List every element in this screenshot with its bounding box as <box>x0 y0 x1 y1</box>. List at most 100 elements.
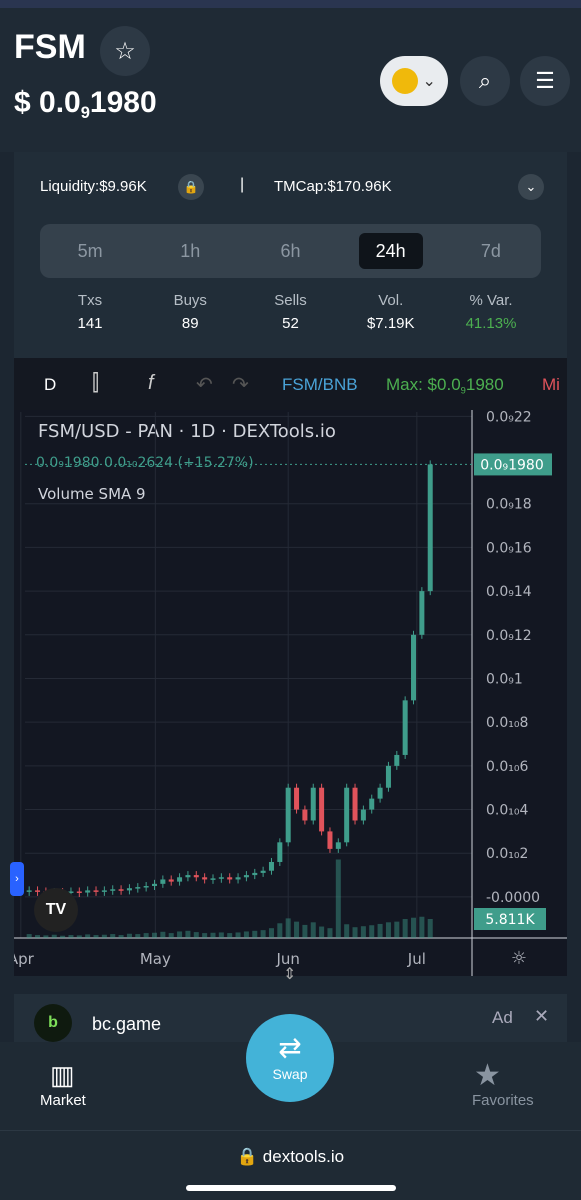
volume-bar <box>277 923 283 938</box>
volume-bar <box>26 934 32 938</box>
nav-swap: Swap <box>272 1066 308 1082</box>
candle <box>360 809 366 821</box>
chart-toolbar: D ⫿ f ↶ ↷ FSM/BNB Max: $0.091980 Mi <box>14 358 567 410</box>
candle <box>319 787 325 832</box>
candle-icon[interactable]: ⫿ <box>92 370 100 395</box>
candle <box>227 877 233 880</box>
x-tick-label: Apr <box>14 950 35 968</box>
settings-icon: ☼ <box>511 948 527 969</box>
tab[interactable]: 24h <box>358 233 423 269</box>
volume-bar <box>101 934 107 938</box>
swap-button[interactable]: ⇄ Swap <box>246 1014 334 1102</box>
volume-bar <box>43 935 49 938</box>
y-tick-label: 0.0₉16 <box>486 540 532 556</box>
chart: FSM/USD - PAN · 1D · DEXTools.io 0.0₉198… <box>14 410 567 976</box>
search-button[interactable]: ⌕ <box>460 56 510 106</box>
candle <box>294 787 300 810</box>
candle <box>327 831 333 849</box>
candle <box>193 875 199 878</box>
volume-bar <box>60 935 66 938</box>
x-tick-label: May <box>140 950 171 968</box>
url-bar: 🔒 dextools.io <box>0 1130 581 1200</box>
header: FSM ☆ $ 0.091980 ⌄ ⌕ ☰ <box>0 0 581 152</box>
candle <box>310 787 316 821</box>
ad-tag: Ad <box>492 1008 513 1027</box>
volume-bar <box>344 924 350 938</box>
candle <box>151 883 158 887</box>
volume-bar <box>394 921 400 938</box>
max-digits: 1980 <box>465 375 504 394</box>
metric-value: 41.13% <box>465 315 517 332</box>
symbol: FSM <box>14 28 86 66</box>
volume-bar <box>411 917 417 938</box>
metric: Vol. $7.19K <box>341 292 441 332</box>
interval[interactable]: D <box>44 375 57 394</box>
volume-bar <box>135 934 141 938</box>
y-tick-label: 0.0₁₀6 <box>486 759 528 775</box>
volume-bar <box>218 932 224 938</box>
candle <box>427 464 433 592</box>
volume-bar <box>51 934 57 938</box>
ad-name[interactable]: bc.game <box>92 1014 162 1034</box>
expand-button[interactable]: ⌄ <box>518 174 544 200</box>
liquidity: Liquidity:$9.96K <box>40 178 147 195</box>
x-tick-label: Jul <box>407 950 426 968</box>
volume-bar <box>151 932 158 938</box>
candle <box>352 787 358 821</box>
candle <box>419 591 425 635</box>
metric-label: Vol. <box>378 292 404 309</box>
ad-close[interactable]: ✕ <box>534 1006 550 1026</box>
max-sub: 9 <box>460 385 466 396</box>
candle <box>335 842 341 849</box>
metrics: Txs 141 Buys 89 Sells 52 Vol. $7.19K % Var. 41.13… <box>40 292 541 332</box>
candle <box>101 890 107 892</box>
tab[interactable]: 6h <box>280 240 301 261</box>
resize-handle[interactable]: ⇕ <box>283 966 297 983</box>
chart-subtitle: 0.0₉1980 0.0₁₀2624 (+15.27%) <box>36 455 254 471</box>
volume-bar <box>168 933 174 938</box>
candle <box>168 879 174 882</box>
tab[interactable]: 1h <box>180 240 201 261</box>
volume-tag-label: 5.811K <box>485 912 535 928</box>
divider: | <box>240 176 245 193</box>
metric-label: Sells <box>274 292 307 309</box>
side-handle[interactable]: › <box>10 862 24 896</box>
volume-bar <box>68 935 74 938</box>
y-tick-label: 0.0₉14 <box>486 584 532 600</box>
favorite-button[interactable]: ☆ <box>100 26 150 76</box>
tab[interactable]: 5m <box>77 240 103 261</box>
metric-label: Txs <box>77 292 103 309</box>
liquidity-value: $9.96K <box>99 178 147 195</box>
candle <box>243 875 249 878</box>
chain-selector[interactable]: ⌄ <box>380 56 448 106</box>
undo[interactable]: ↶ <box>196 374 213 396</box>
redo[interactable]: ↷ <box>232 374 249 396</box>
volume-bar <box>202 933 208 938</box>
home-indicator <box>186 1185 396 1191</box>
y-tick-label: 0.0₉18 <box>486 497 532 513</box>
volume-bar <box>193 932 199 938</box>
menu-button[interactable]: ☰ <box>520 56 570 106</box>
pair[interactable]: FSM/BNB <box>282 375 358 394</box>
candle <box>143 886 149 888</box>
volume-bar <box>377 923 383 938</box>
max-price: Max: $0.091980 <box>386 375 504 395</box>
volume-bar <box>35 935 41 938</box>
x-tick-label: Jun <box>275 950 299 968</box>
candle <box>252 872 258 876</box>
candle <box>377 787 383 799</box>
indicator-button[interactable]: f <box>148 372 154 394</box>
candle <box>385 765 391 788</box>
candle <box>85 890 91 893</box>
volume-bar <box>427 918 433 938</box>
volume-bar <box>76 935 82 938</box>
nav-favorites[interactable]: Favorites <box>472 1092 534 1109</box>
candle <box>402 700 408 755</box>
tmcap: TMCap:$170.96K <box>274 178 392 195</box>
y-tick-label: 0.0₁₀2 <box>486 846 528 862</box>
nav-market[interactable]: Market <box>40 1092 86 1109</box>
y-tick-label: 0.0₁₀4 <box>486 803 528 819</box>
chart-bg <box>14 410 567 976</box>
candle <box>177 877 183 882</box>
tab[interactable]: 7d <box>480 240 501 261</box>
